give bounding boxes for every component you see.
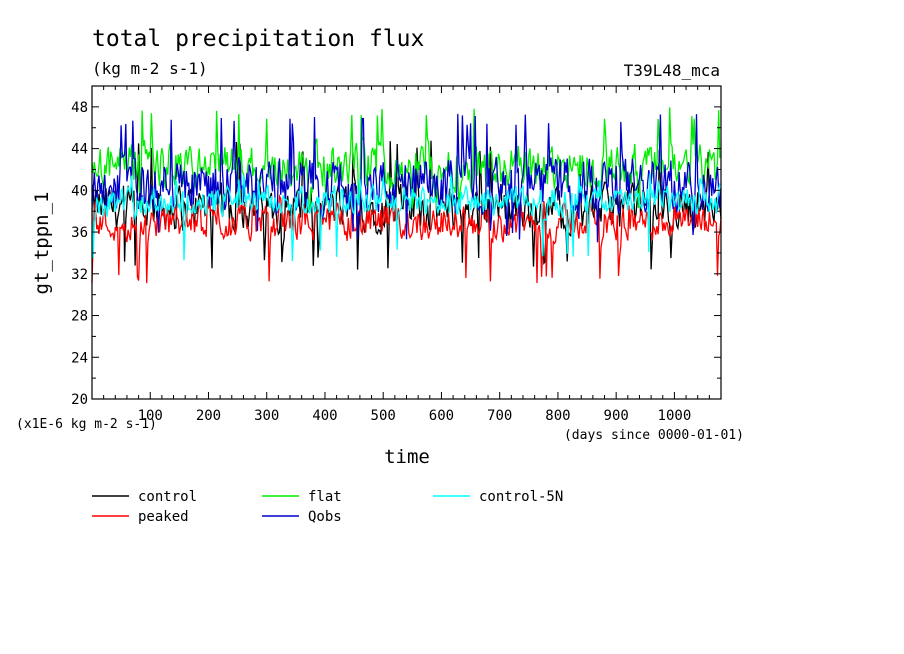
series-line-control-5n (91, 173, 722, 262)
legend-label: control (138, 489, 197, 505)
legend-label: peaked (138, 509, 189, 525)
y-tick-label: 20 (71, 392, 88, 408)
x-tick-label: 100 (138, 408, 163, 424)
y-scale-note: (x1E-6 kg m-2 s-1) (16, 417, 157, 432)
y-axis-label: gt_tppn_1 (31, 192, 53, 295)
legend-label: flat (308, 489, 342, 505)
y-tick-label: 44 (71, 142, 88, 158)
y-tick-label: 28 (71, 309, 88, 325)
ticks-layer: 20 24 28 32 36 40 44 48 100 200 300 400 500 600 700 800… (71, 86, 721, 424)
y-tick-label: 32 (71, 267, 88, 283)
series-line-control (91, 140, 722, 270)
chart-units: (kg m-2 s-1) (92, 59, 208, 78)
chart-title: total precipitation flux (92, 26, 424, 52)
x-axis-label: time (384, 446, 430, 468)
x-tick-label: 1000 (658, 408, 692, 424)
legend: control peaked flat Qobs control-5N (92, 489, 563, 525)
y-tick-label: 48 (71, 100, 88, 116)
series-layer (91, 107, 722, 284)
y-tick-label: 40 (71, 183, 88, 199)
run-label: T39L48_mca (624, 61, 720, 80)
x-tick-label: 300 (254, 408, 279, 424)
x-tick-label: 400 (312, 408, 337, 424)
series-line-qobs (91, 113, 722, 243)
plot-frame (91, 85, 722, 400)
legend-label: control-5N (479, 489, 563, 505)
x-tick-label: 500 (371, 408, 396, 424)
x-units-note: (days since 0000-01-01) (564, 428, 744, 443)
y-tick-label: 36 (71, 225, 88, 241)
x-tick-label: 700 (487, 408, 512, 424)
y-tick-label: 24 (71, 350, 88, 366)
x-tick-label: 800 (545, 408, 570, 424)
x-tick-label: 600 (429, 408, 454, 424)
x-tick-label: 200 (196, 408, 221, 424)
x-tick-label: 900 (604, 408, 629, 424)
legend-label: Qobs (308, 509, 342, 525)
